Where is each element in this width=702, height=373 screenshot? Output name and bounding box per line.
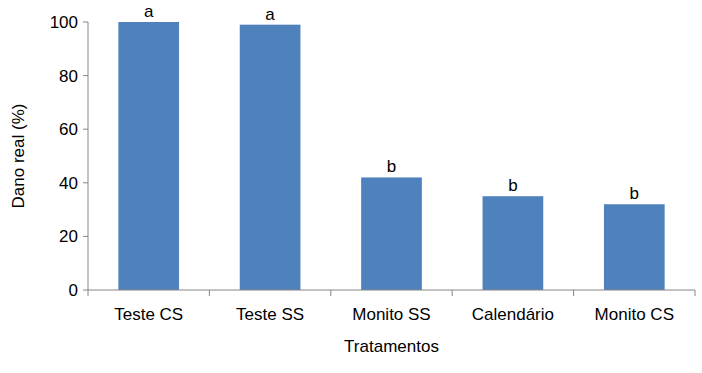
- y-tick: [83, 290, 88, 291]
- bar: [483, 196, 544, 290]
- annotation: b: [630, 184, 639, 203]
- x-axis-line: [88, 290, 695, 291]
- chart-container: a a b b b 0 20 40 60 80 100 Teste CS Teste SS Monito …: [0, 0, 702, 373]
- x-tick: [209, 290, 210, 296]
- bar: [604, 204, 665, 290]
- bar: [361, 177, 422, 290]
- x-tick-label: Teste SS: [236, 305, 304, 324]
- bars: [118, 22, 664, 290]
- chart-svg: a a b b b 0 20 40 60 80 100 Teste CS Teste SS Monito …: [0, 0, 702, 373]
- y-tick-label: 80: [59, 67, 78, 86]
- x-tick: [452, 290, 453, 296]
- y-tick-label: 60: [59, 120, 78, 139]
- x-tick: [573, 290, 574, 296]
- y-tick: [83, 22, 88, 23]
- y-tick: [83, 129, 88, 130]
- x-tick: [695, 290, 696, 296]
- y-tick: [83, 236, 88, 237]
- y-tick-label: 40: [59, 174, 78, 193]
- annotation: a: [265, 5, 275, 24]
- x-tick-label: Monito CS: [595, 305, 674, 324]
- x-axis-title: Tratamentos: [344, 337, 439, 356]
- x-tick: [330, 290, 331, 296]
- x-tick-label: Teste CS: [114, 305, 183, 324]
- y-tick-label: 20: [59, 227, 78, 246]
- bar: [240, 25, 301, 290]
- y-tick-label: 100: [50, 13, 78, 32]
- annotation: b: [387, 157, 396, 176]
- bar: [118, 22, 179, 290]
- y-tick: [83, 182, 88, 183]
- x-tick-label: Monito SS: [352, 305, 430, 324]
- y-axis-line: [88, 22, 89, 290]
- y-tick: [83, 75, 88, 76]
- x-tick-label: Calendário: [472, 305, 554, 324]
- annotation: b: [508, 176, 517, 195]
- y-axis-title: Dano real (%): [9, 104, 28, 209]
- annotation: a: [144, 2, 154, 21]
- y-tick-label: 0: [69, 281, 78, 300]
- x-tick: [88, 290, 89, 296]
